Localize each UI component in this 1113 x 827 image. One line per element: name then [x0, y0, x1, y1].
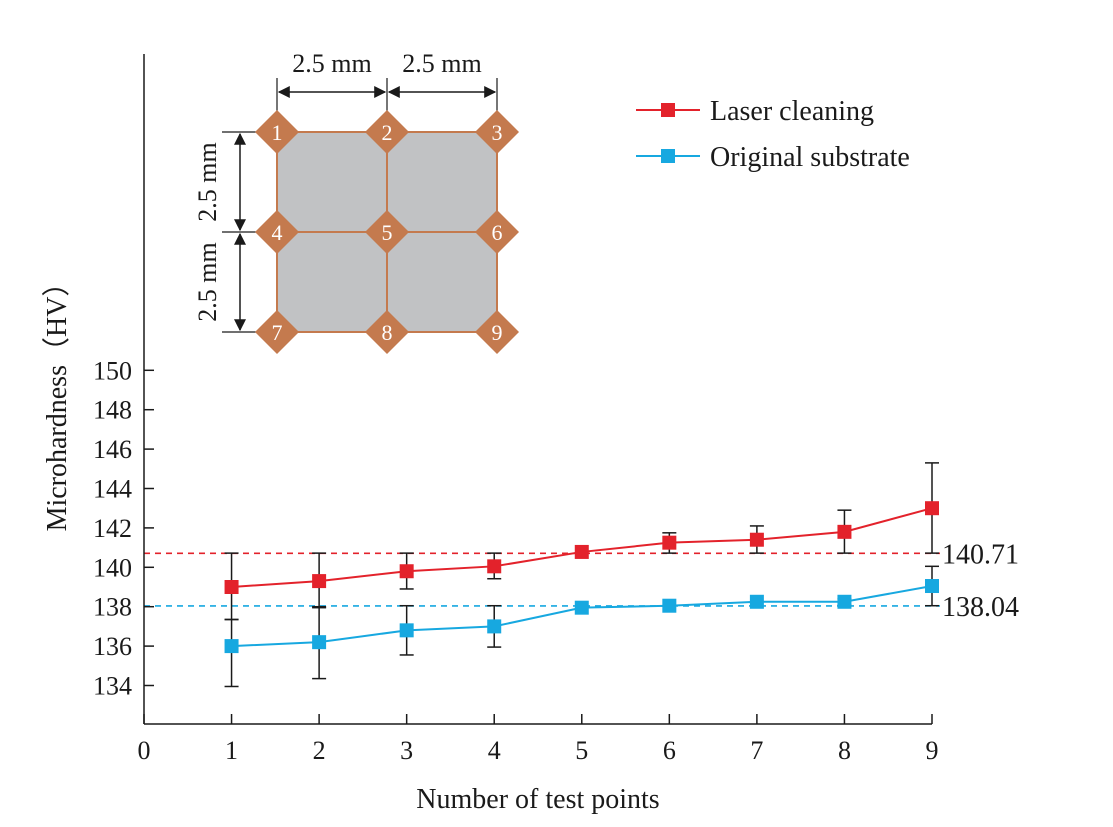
inset-node-label: 2 [382, 120, 393, 145]
data-point [487, 619, 502, 634]
data-point [662, 535, 677, 550]
data-point [224, 580, 239, 594]
inset-node-label: 1 [272, 120, 283, 145]
y-tick-label: 148 [93, 396, 132, 425]
y-tick-label: 144 [93, 475, 132, 504]
data-point [749, 532, 764, 547]
data-point [837, 594, 852, 609]
legend-marker [661, 149, 675, 163]
y-tick-label: 146 [93, 435, 132, 464]
y-tick-label: 150 [93, 356, 132, 385]
x-tick-label: 9 [926, 736, 939, 765]
data-point [574, 600, 589, 615]
inset-node [255, 210, 299, 254]
data-point [487, 559, 502, 574]
legend-label: Laser cleaning [710, 96, 874, 127]
x-tick-label: 0 [138, 736, 151, 765]
reference-line-label: 140.71 [942, 539, 1019, 570]
inset-node-label: 4 [272, 220, 283, 245]
data-point [574, 544, 589, 559]
inset-node [365, 110, 409, 154]
test-point-grid-inset: 2.5 mm 2.5 mm 2.5 mm 2.5 mm 1 2 3 4 5 6 7 8 9 [193, 49, 519, 354]
legend-marker [661, 103, 675, 117]
inset-dim-label: 2.5 mm [193, 142, 222, 221]
x-axis-title: Number of test points [416, 784, 659, 815]
inset-node [475, 310, 519, 354]
inset-node-label: 6 [492, 220, 503, 245]
series-1 [224, 565, 939, 688]
y-tick-label: 138 [93, 593, 132, 622]
reference-line-label: 138.04 [942, 592, 1019, 623]
inset-node-label: 7 [272, 320, 283, 345]
inset-node [475, 210, 519, 254]
data-point [399, 623, 414, 638]
y-tick-label: 136 [93, 632, 132, 661]
reference-lines-layer: 140.71 138.04 [144, 539, 1019, 623]
data-point [925, 501, 939, 516]
data-point [224, 639, 239, 654]
x-tick-label: 4 [488, 736, 501, 765]
x-tick-label: 6 [663, 736, 676, 765]
inset-node [365, 310, 409, 354]
series-layer [224, 462, 939, 688]
inset-dim-label: 2.5 mm [193, 242, 222, 321]
data-point [749, 594, 764, 609]
x-tick-label: 8 [838, 736, 851, 765]
data-point [837, 524, 852, 539]
x-tick-label: 1 [225, 736, 238, 765]
data-point [312, 635, 327, 650]
inset-node [365, 210, 409, 254]
data-point [925, 579, 939, 594]
inset-node-label: 8 [382, 320, 393, 345]
data-point [399, 564, 414, 579]
x-tick-label: 5 [575, 736, 588, 765]
inset-node [255, 310, 299, 354]
inset-node-label: 9 [492, 320, 503, 345]
y-axis-title: Microhardness（HV） [41, 269, 73, 532]
x-tick-label: 7 [750, 736, 763, 765]
legend-label: Original substrate [710, 142, 910, 173]
x-tick-label: 3 [400, 736, 413, 765]
inset-dim-label: 2.5 mm [402, 49, 481, 78]
series-0 [224, 462, 939, 621]
inset-node [475, 110, 519, 154]
data-point [662, 598, 677, 613]
y-tick-label: 134 [93, 672, 132, 701]
series-line [231, 585, 933, 648]
data-point [312, 574, 327, 589]
inset-node [255, 110, 299, 154]
inset-node-label: 5 [382, 220, 393, 245]
legend: Laser cleaning Original substrate [636, 96, 910, 173]
y-tick-label: 142 [93, 514, 132, 543]
y-tick-label: 140 [93, 553, 132, 582]
inset-node-label: 3 [492, 120, 503, 145]
inset-dim-label: 2.5 mm [292, 49, 371, 78]
x-tick-label: 2 [313, 736, 326, 765]
